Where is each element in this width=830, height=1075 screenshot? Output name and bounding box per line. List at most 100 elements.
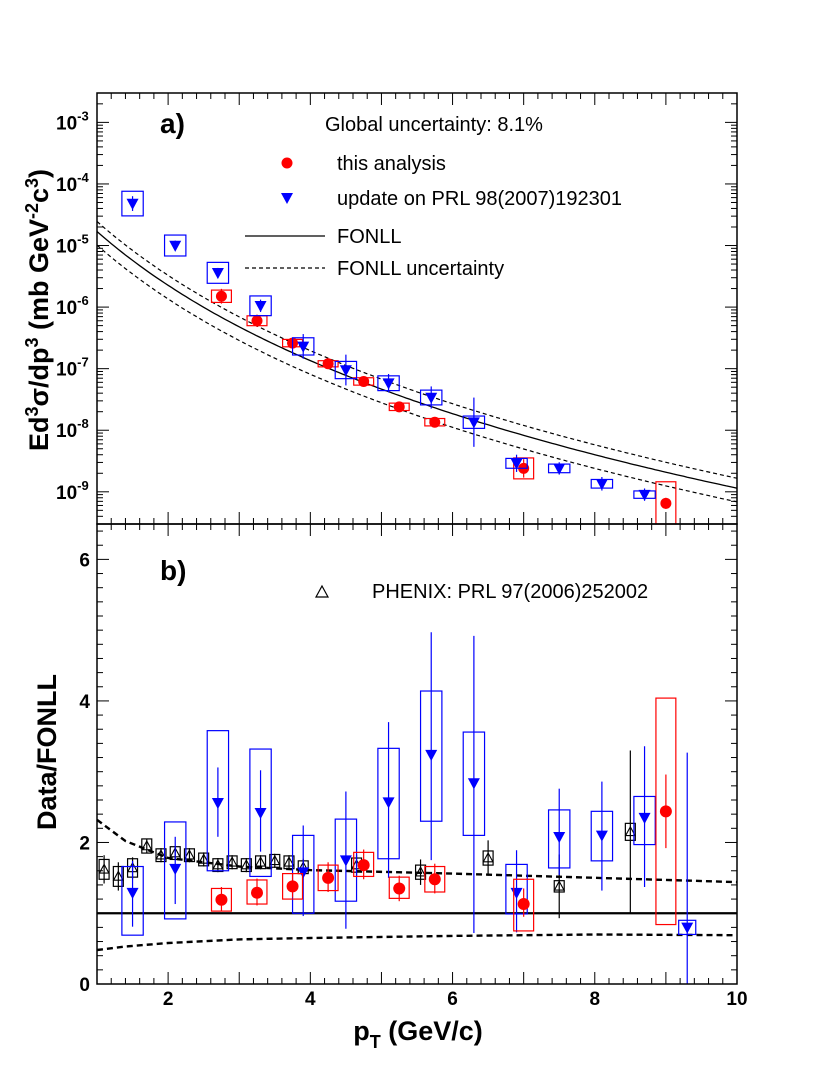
panel-b-label: b) [160, 555, 186, 586]
panel-b-point [334, 791, 358, 929]
panel-a-marker-triangle-down [638, 489, 651, 501]
panel-a-point [424, 416, 446, 428]
panel-b-marker-triangle-down [339, 855, 352, 867]
panel-b-marker-triangle-up [624, 825, 637, 837]
panel-b-marker-triangle-down [382, 797, 395, 809]
panel-b-axis-ticks: 2 4 6 8 10 0 2 4 6 [79, 524, 748, 1010]
panel-b-point [377, 722, 400, 878]
panel-b-point [121, 860, 144, 936]
panel-b-point [317, 862, 339, 892]
panel-b-marker-triangle-down [681, 922, 694, 934]
panel-a-point [210, 288, 233, 304]
panel-b-point [226, 855, 238, 870]
panel-b-point [482, 840, 494, 876]
panel-b-sys-box [206, 730, 230, 872]
panel-a-marker-triangle-down [254, 300, 267, 313]
panel-b-y-tick-label: 6 [79, 550, 90, 571]
panel-b-marker-triangle-down [595, 830, 608, 842]
panel-a-fonll-band [97, 221, 737, 503]
x-tick-label: 10 [726, 989, 747, 1010]
panel-b-point [655, 697, 677, 926]
panel-b-marker-circle [215, 893, 228, 906]
panel-b-marker-circle [393, 882, 406, 895]
legend-marker-phenix [314, 584, 330, 598]
panel-b-sys-box [163, 821, 187, 920]
panel-a-marker-triangle-down [425, 392, 438, 404]
panel-b-point [414, 859, 427, 885]
panel-b-point [424, 863, 446, 894]
panel-a-y-tick-label: 10-4 [56, 170, 89, 196]
panel-a-y-tick-label: 10-9 [56, 478, 89, 504]
panel-b-point [624, 750, 637, 914]
panel-a-y-tick-label: 10-8 [56, 416, 89, 442]
panel-b-marker-triangle-up [112, 870, 125, 881]
panel-a-label: a) [160, 108, 185, 139]
panel-b-point [462, 635, 486, 934]
panel-b-point [212, 858, 224, 873]
panel-b-marker-triangle-down [638, 812, 651, 824]
panel-b-marker-triangle-up [155, 849, 167, 860]
panel-b-point [210, 887, 233, 912]
x-tick-label: 6 [447, 989, 458, 1010]
panel-b-marker-triangle-down [510, 887, 523, 900]
legend-marker-update-prl98 [281, 193, 293, 204]
panel-a-marker-triangle-down [169, 240, 182, 252]
panel-b-point [269, 853, 281, 868]
fonll-upper-curve [97, 221, 737, 479]
panel-b-marker-triangle-down [425, 749, 438, 762]
panel-b-marker-triangle-up [98, 863, 110, 874]
panel-a-marker-circle [358, 375, 370, 387]
panel-b-frame [96, 523, 738, 985]
panel-a-point [246, 314, 268, 327]
panel-b-marker-triangle-down [467, 778, 480, 790]
panel-a-marker-circle [660, 497, 672, 509]
panel-a-marker-triangle-down [553, 463, 566, 475]
panel-b-point [254, 855, 267, 870]
panel-b-point [590, 781, 614, 891]
panel-b-point [353, 849, 375, 880]
panel-b-y-tick-label: 2 [79, 833, 90, 854]
legend-marker-this-analysis [281, 157, 293, 169]
panel-a-y-tick-label: 10-6 [56, 293, 89, 319]
panel-b-data-points [98, 632, 697, 984]
panel-a-point [249, 295, 272, 317]
panel-b-point [633, 746, 656, 888]
panel-a-point [334, 354, 358, 386]
panel-b-point [513, 878, 535, 932]
panel-a-marker-circle [322, 358, 334, 370]
panel-a-sys-box [206, 261, 230, 284]
panel-a-marker-triangle-down [211, 268, 224, 280]
panel-b-marker-triangle-up [183, 849, 196, 860]
panel-a-curves [97, 221, 737, 503]
panel-b-marker-triangle-up [414, 866, 427, 877]
panel-b-marker-triangle-down [169, 863, 182, 875]
panel-b-marker-triangle-down [211, 798, 224, 810]
panel-b-marker-triangle-up [269, 854, 281, 866]
panel-a-sys-box [121, 190, 144, 217]
panel-b-marker-circle [286, 880, 299, 893]
panel-a-y-tick-label: 10-3 [56, 108, 89, 134]
panel-b-point [283, 855, 295, 870]
panel-b-fonll-band [96, 818, 738, 952]
panel-a-point [291, 334, 315, 359]
x-axis-title: pT (GeV/c) [353, 1016, 483, 1052]
x-tick-label: 2 [163, 989, 174, 1010]
panel-b-marker-triangle-down [553, 832, 566, 844]
legend-label-fonll-uncertainty: FONLL uncertainty [337, 258, 504, 280]
panel-a-point [206, 261, 230, 284]
panel-b-point [282, 872, 304, 900]
legend-label-fonll: FONLL [337, 226, 401, 248]
panel-b-point [547, 788, 571, 876]
panel-b-marker-circle [428, 873, 441, 886]
panel-b-point [98, 855, 110, 884]
panel-b-sys-box [513, 878, 535, 932]
panel-b-marker-triangle-up [482, 851, 494, 863]
panel-b-point [388, 875, 410, 902]
x-tick-label: 4 [305, 989, 316, 1010]
panel-b-point [141, 838, 153, 854]
panel-b-point [183, 848, 196, 863]
panel-b-sys-box [249, 748, 272, 878]
panel-b-point [206, 730, 230, 872]
panel-a-y-tick-label: 10-5 [56, 232, 89, 258]
panel-a-point [163, 234, 187, 257]
